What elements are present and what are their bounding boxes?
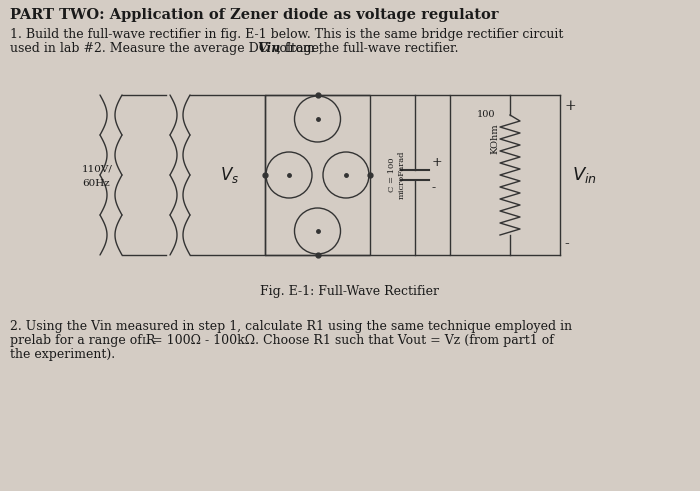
Text: Fig. E-1: Full-Wave Rectifier: Fig. E-1: Full-Wave Rectifier — [260, 285, 440, 298]
Text: 110V/: 110V/ — [82, 164, 113, 173]
Text: +: + — [564, 99, 575, 113]
Text: $V_{in}$: $V_{in}$ — [572, 165, 597, 185]
Text: the experiment).: the experiment). — [10, 348, 115, 361]
Text: $V_s$: $V_s$ — [220, 165, 239, 185]
Text: -: - — [564, 237, 568, 251]
Text: = 100Ω - 100kΩ. Choose R1 such that Vout = Vz (from part1 of: = 100Ω - 100kΩ. Choose R1 such that Vout… — [148, 334, 554, 347]
Text: L: L — [141, 337, 148, 346]
Text: , from the full-wave rectifier.: , from the full-wave rectifier. — [277, 42, 458, 55]
Text: 2. Using the Vin measured in step 1, calculate R1 using the same technique emplo: 2. Using the Vin measured in step 1, cal… — [10, 320, 572, 333]
Text: prelab for a range of R: prelab for a range of R — [10, 334, 155, 347]
Text: 1. Build the full-wave rectifier in fig. E-1 below. This is the same bridge rect: 1. Build the full-wave rectifier in fig.… — [10, 28, 564, 41]
Bar — [265, 95, 450, 255]
Text: +: + — [432, 156, 442, 169]
Text: -: - — [432, 181, 436, 194]
Bar — [265, 95, 370, 255]
Text: Vin: Vin — [257, 42, 281, 55]
Text: 100: 100 — [477, 110, 495, 119]
Text: KOhm: KOhm — [491, 123, 500, 154]
Text: PART TWO: Application of Zener diode as voltage regulator: PART TWO: Application of Zener diode as … — [10, 8, 498, 22]
Text: used in lab #2. Measure the average DC voltage,: used in lab #2. Measure the average DC v… — [10, 42, 327, 55]
Text: 60Hz: 60Hz — [82, 179, 110, 188]
Text: C = 100
microFarad: C = 100 microFarad — [389, 151, 405, 199]
